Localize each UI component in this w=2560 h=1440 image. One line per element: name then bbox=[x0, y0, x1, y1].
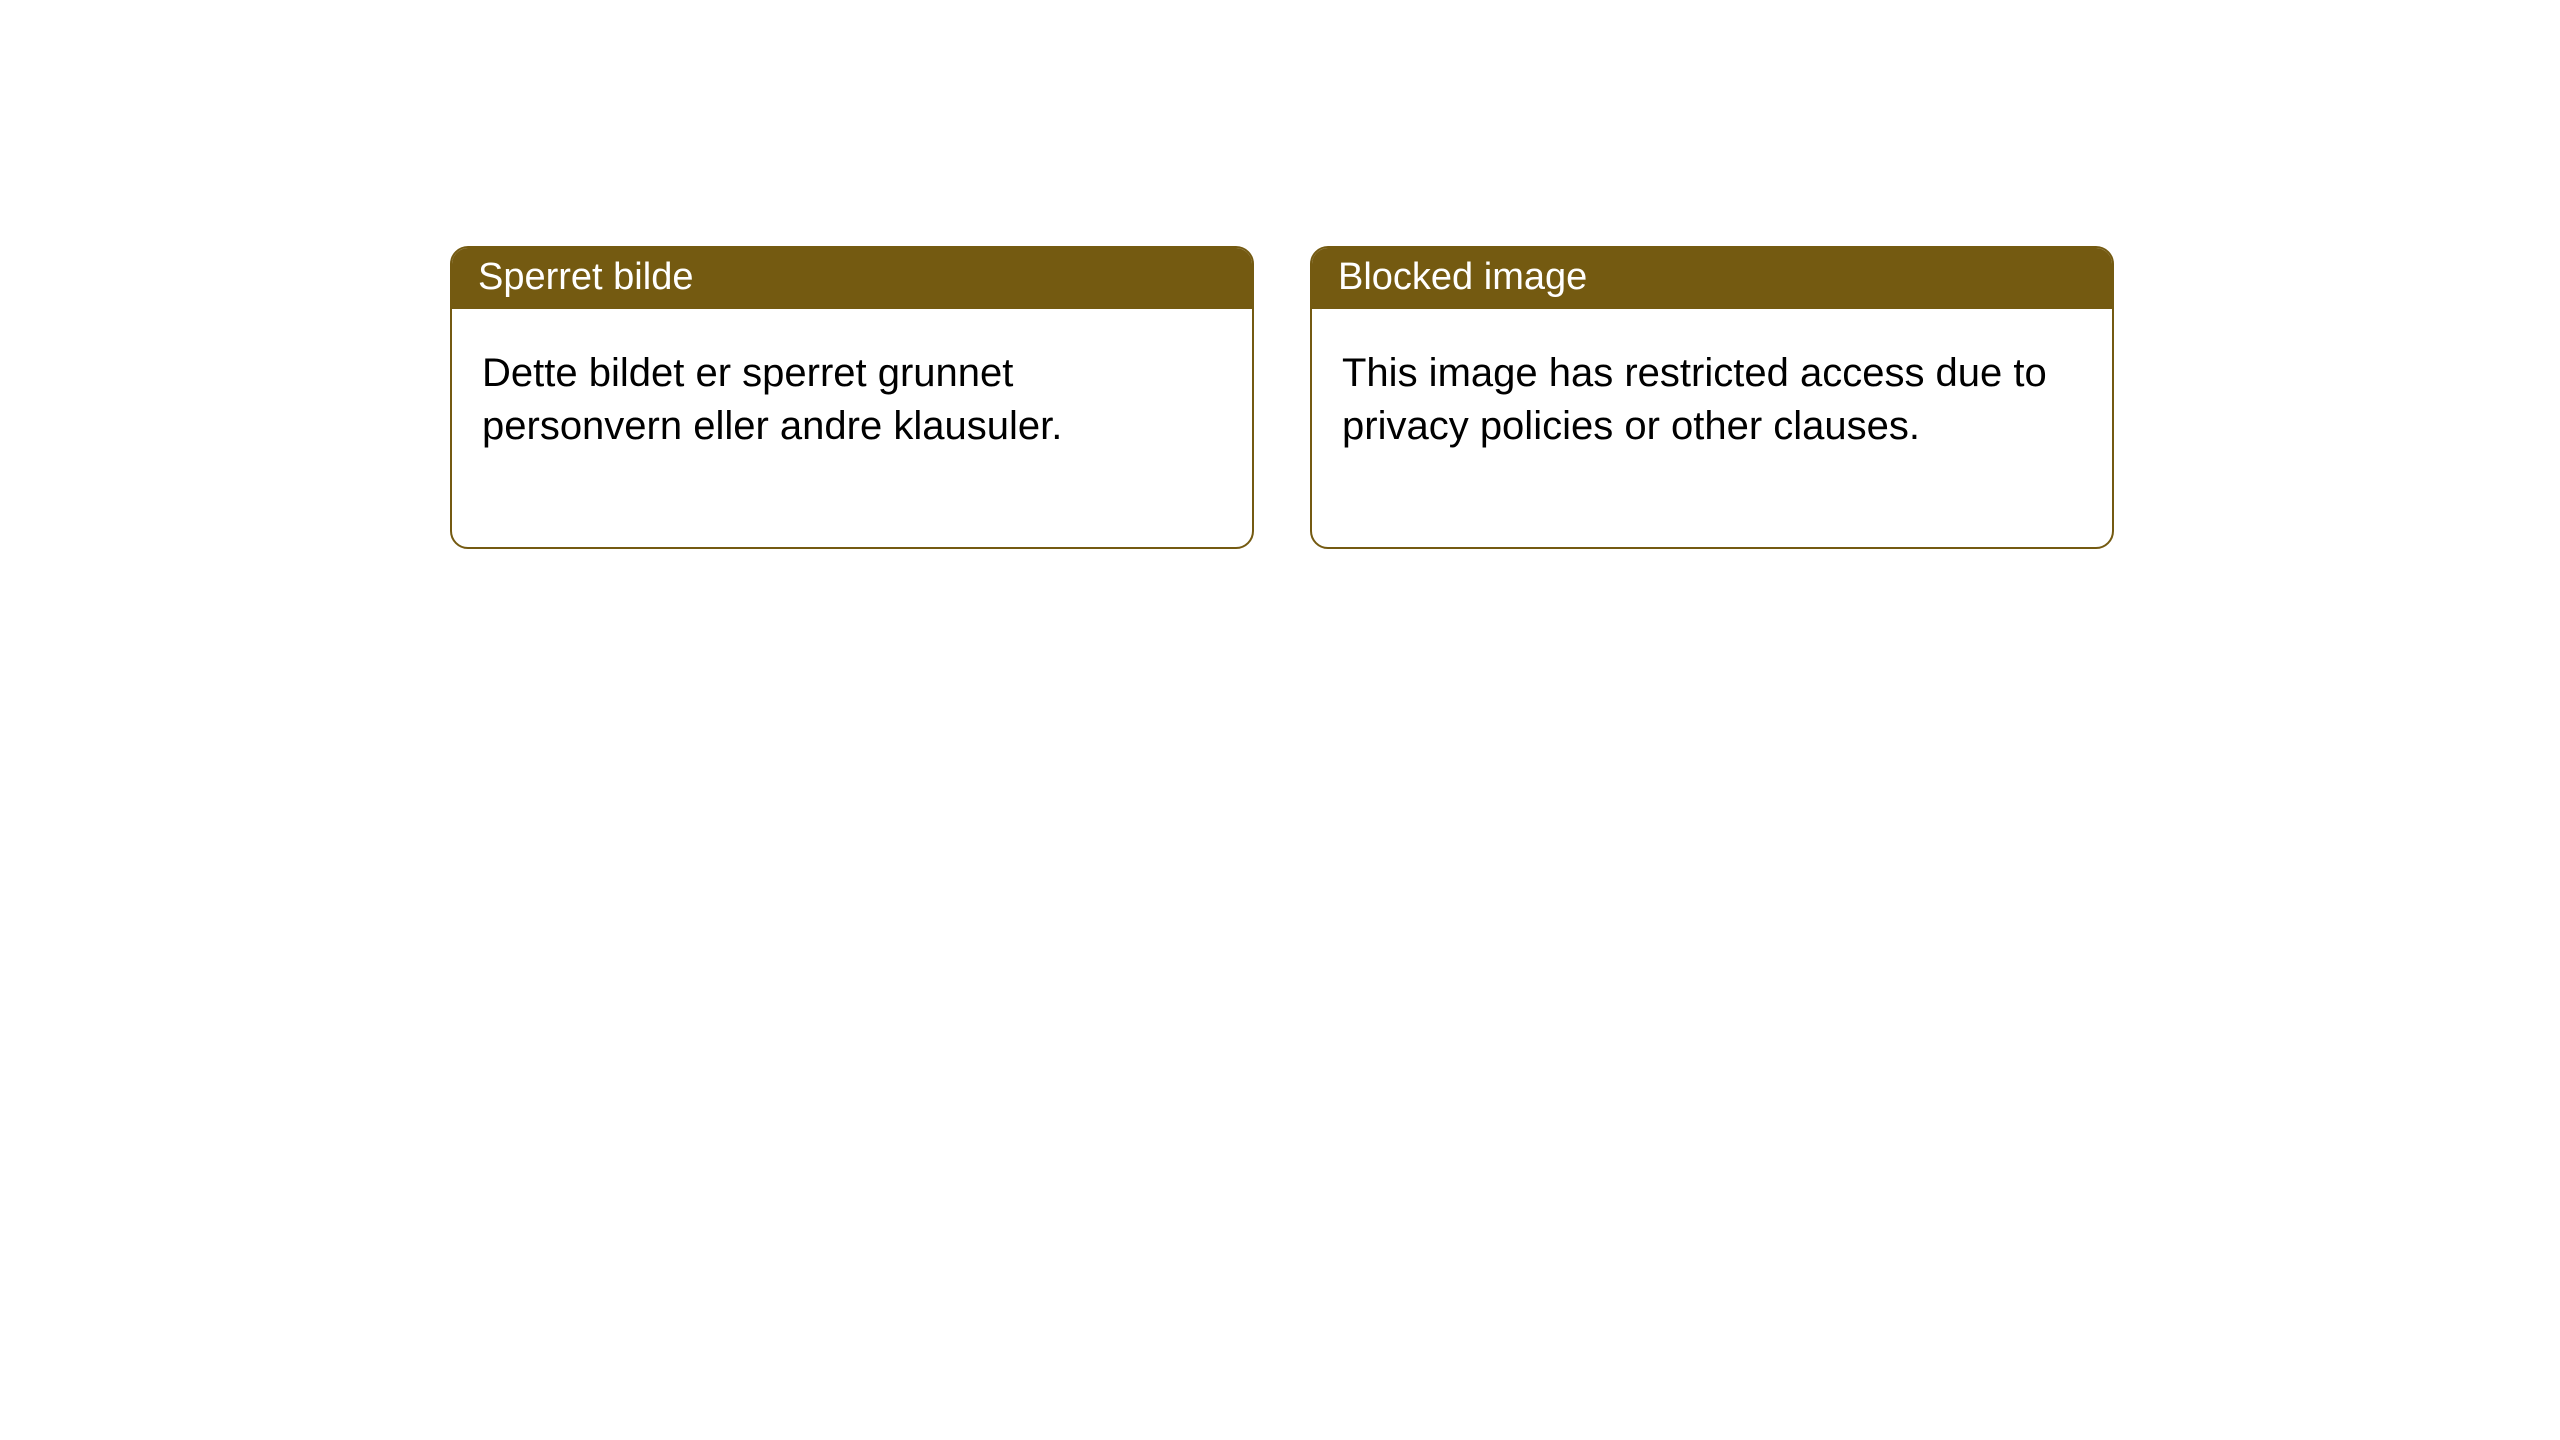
card-body-text: Dette bildet er sperret grunnet personve… bbox=[452, 309, 1252, 547]
blocked-image-card-no: Sperret bilde Dette bildet er sperret gr… bbox=[450, 246, 1254, 549]
notice-card-row: Sperret bilde Dette bildet er sperret gr… bbox=[0, 0, 2560, 549]
card-title: Sperret bilde bbox=[452, 248, 1252, 309]
card-body-text: This image has restricted access due to … bbox=[1312, 309, 2112, 547]
blocked-image-card-en: Blocked image This image has restricted … bbox=[1310, 246, 2114, 549]
card-title: Blocked image bbox=[1312, 248, 2112, 309]
